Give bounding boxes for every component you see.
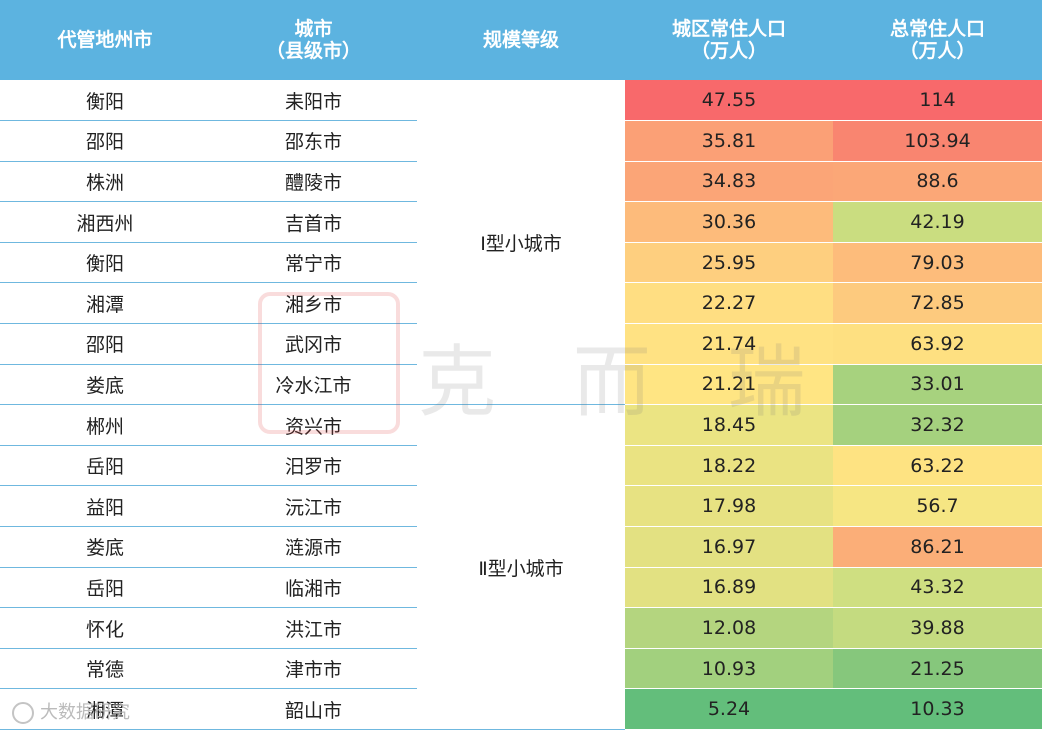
prefecture-cell: 湘西州	[0, 201, 210, 243]
header-urban-population: 城区常住人口 （万人）	[625, 0, 833, 80]
prefecture-cell: 郴州	[0, 404, 210, 446]
brand-watermark: 大数据研究	[12, 698, 130, 724]
urban-population-cell: 18.45	[625, 404, 833, 446]
urban-population-cell: 18.22	[625, 445, 833, 487]
city-cell: 湘乡市	[210, 282, 417, 325]
table-row: 怀化 洪江市 12.08 39.88	[0, 607, 1042, 649]
city-cell: 汨罗市	[210, 445, 417, 487]
header-prefecture: 代管地州市	[0, 0, 210, 80]
table-row: 娄底 冷水江市 21.21 33.01	[0, 364, 1042, 406]
total-population-cell: 39.88	[833, 607, 1042, 649]
city-cell: 沅江市	[210, 485, 417, 528]
prefecture-cell: 株洲	[0, 161, 210, 203]
urban-population-cell: 47.55	[625, 80, 833, 122]
prefecture-cell: 湘潭	[0, 688, 210, 730]
urban-population-cell: 17.98	[625, 485, 833, 528]
urban-population-cell: 34.83	[625, 161, 833, 203]
total-population-cell: 79.03	[833, 242, 1042, 284]
prefecture-cell: 岳阳	[0, 567, 210, 609]
table-row: 郴州 资兴市 Ⅱ型小城市 18.45 32.32	[0, 404, 1042, 730]
city-cell: 临湘市	[210, 567, 417, 609]
brand-text: 大数据研究	[40, 702, 130, 723]
table-row: 衡阳 常宁市 25.95 79.03	[0, 242, 1042, 284]
total-population-cell: 42.19	[833, 201, 1042, 243]
header-total-population: 总常住人口 （万人）	[833, 0, 1042, 80]
city-cell: 吉首市	[210, 201, 417, 243]
table-row: 常德 津市市 10.93 21.25	[0, 648, 1042, 690]
urban-population-cell: 16.89	[625, 567, 833, 609]
urban-population-cell: 5.24	[625, 688, 833, 730]
table-row: 邵阳 邵东市 35.81 103.94	[0, 120, 1042, 162]
city-cell: 涟源市	[210, 526, 417, 568]
prefecture-cell: 衡阳	[0, 80, 210, 122]
total-population-cell: 56.7	[833, 485, 1042, 528]
total-population-cell: 32.32	[833, 404, 1042, 446]
prefecture-cell: 湘潭	[0, 282, 210, 325]
city-cell: 邵东市	[210, 120, 417, 162]
city-cell: 韶山市	[210, 688, 417, 730]
urban-population-cell: 25.95	[625, 242, 833, 284]
header-scale-level: 规模等级	[417, 0, 625, 80]
total-population-cell: 114	[833, 80, 1042, 122]
total-population-cell: 88.6	[833, 161, 1042, 203]
prefecture-cell: 常德	[0, 648, 210, 690]
city-cell: 耒阳市	[210, 80, 417, 122]
city-cell: 醴陵市	[210, 161, 417, 203]
urban-population-cell: 21.21	[625, 364, 833, 406]
prefecture-cell: 衡阳	[0, 242, 210, 284]
total-population-cell: 63.22	[833, 445, 1042, 487]
total-population-cell: 10.33	[833, 688, 1042, 730]
prefecture-cell: 怀化	[0, 607, 210, 649]
brand-logo-icon	[12, 702, 34, 724]
prefecture-cell: 娄底	[0, 364, 210, 406]
city-cell: 冷水江市	[210, 364, 417, 406]
table-row: 邵阳 武冈市 21.74 63.92	[0, 323, 1042, 365]
urban-population-cell: 21.74	[625, 323, 833, 365]
scale-level-cell: Ⅱ型小城市	[417, 404, 625, 730]
table-row: 益阳 沅江市 17.98 56.7	[0, 485, 1042, 528]
prefecture-cell: 娄底	[0, 526, 210, 568]
city-cell: 常宁市	[210, 242, 417, 284]
prefecture-cell: 岳阳	[0, 445, 210, 487]
urban-population-cell: 30.36	[625, 201, 833, 243]
total-population-cell: 103.94	[833, 120, 1042, 162]
city-cell: 武冈市	[210, 323, 417, 365]
city-cell: 洪江市	[210, 607, 417, 649]
total-population-cell: 72.85	[833, 282, 1042, 325]
urban-population-cell: 10.93	[625, 648, 833, 690]
total-population-cell: 63.92	[833, 323, 1042, 365]
city-cell: 资兴市	[210, 404, 417, 446]
header-city: 城市 （县级市）	[210, 0, 417, 80]
urban-population-cell: 12.08	[625, 607, 833, 649]
table-row: 衡阳 耒阳市 Ⅰ型小城市 47.55 114	[0, 80, 1042, 406]
city-cell: 津市市	[210, 648, 417, 690]
total-population-cell: 86.21	[833, 526, 1042, 568]
table-row: 湘潭 湘乡市 22.27 72.85	[0, 282, 1042, 325]
total-population-cell: 33.01	[833, 364, 1042, 406]
urban-population-cell: 22.27	[625, 282, 833, 325]
table-row: 岳阳 临湘市 16.89 43.32	[0, 567, 1042, 609]
table-row: 湘西州 吉首市 30.36 42.19	[0, 201, 1042, 243]
table-row: 株洲 醴陵市 34.83 88.6	[0, 161, 1042, 203]
total-population-cell: 21.25	[833, 648, 1042, 690]
scale-level-cell: Ⅰ型小城市	[417, 80, 625, 406]
urban-population-cell: 35.81	[625, 120, 833, 162]
prefecture-cell: 益阳	[0, 485, 210, 528]
table-row: 岳阳 汨罗市 18.22 63.22	[0, 445, 1042, 487]
header-row: 代管地州市 城市 （县级市） 规模等级 城区常住人口 （万人） 总常住人口 （万人）	[0, 0, 1042, 80]
urban-population-cell: 16.97	[625, 526, 833, 568]
prefecture-cell: 邵阳	[0, 120, 210, 162]
table-row: 娄底 涟源市 16.97 86.21	[0, 526, 1042, 568]
table-row: 湘潭 韶山市 5.24 10.33	[0, 688, 1042, 730]
prefecture-cell: 邵阳	[0, 323, 210, 365]
total-population-cell: 43.32	[833, 567, 1042, 609]
